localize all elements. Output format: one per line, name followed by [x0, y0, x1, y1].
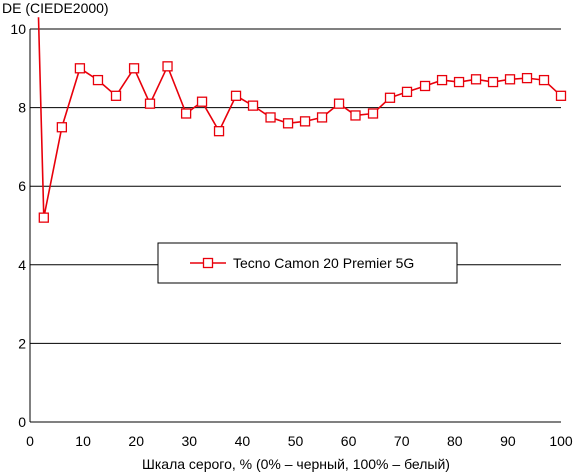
series-group: [37, 17, 567, 223]
data-point-marker: [38, 212, 49, 223]
data-point-marker: [213, 126, 225, 137]
y-tick-labels: 0 2 4 6 8 10: [10, 21, 26, 430]
x-tick-label: 0: [26, 433, 34, 449]
legend-label: Tecno Camon 20 Premier 5G: [233, 255, 414, 271]
data-point-marker: [333, 98, 345, 109]
data-point-marker: [56, 122, 68, 133]
y-axis-title: DE (CIEDE2000): [2, 0, 109, 16]
data-point-marker: [230, 90, 242, 101]
y-tick-label: 4: [18, 257, 26, 273]
data-point-marker: [521, 72, 533, 84]
x-tick-label: 100: [549, 433, 573, 449]
data-point-marker: [538, 74, 550, 86]
data-point-marker: [487, 76, 499, 88]
axes: [29, 29, 561, 423]
x-tick-label: 40: [235, 433, 251, 449]
x-tick-label: 90: [500, 433, 516, 449]
data-point-marker: [350, 110, 361, 121]
series-line: [37, 17, 562, 218]
x-tick-label: 30: [182, 433, 198, 449]
y-tick-label: 6: [18, 178, 26, 194]
legend: Tecno Camon 20 Premier 5G: [157, 242, 458, 284]
data-point-marker: [196, 96, 208, 107]
data-point-marker: [436, 74, 448, 86]
data-point-marker: [367, 108, 379, 119]
data-point-marker: [74, 63, 86, 74]
y-tick-label: 8: [18, 100, 26, 116]
data-point-marker: [128, 63, 140, 74]
data-point-marker: [247, 100, 259, 111]
data-point-marker: [299, 116, 311, 127]
y-tick-label: 2: [18, 335, 26, 351]
data-point-marker: [110, 90, 122, 101]
x-tick-label: 10: [75, 433, 91, 449]
data-point-marker: [162, 61, 173, 72]
data-point-marker: [453, 76, 465, 88]
data-point-marker: [180, 108, 192, 119]
grid: [30, 28, 561, 344]
data-point-marker: [316, 112, 328, 123]
data-point-marker: [384, 92, 396, 103]
x-axis-title: Шкала серого, % (0% – черный, 100% – бел…: [142, 456, 450, 472]
legend-box: [157, 242, 458, 284]
data-point-marker: [92, 74, 104, 86]
data-point-marker: [282, 118, 294, 129]
x-tick-label: 20: [128, 433, 144, 449]
data-point-marker: [265, 112, 276, 123]
x-tick-label: 50: [288, 433, 304, 449]
y-tick-label: 0: [18, 414, 26, 430]
x-tick-label: 80: [447, 433, 463, 449]
x-tick-label: 70: [394, 433, 410, 449]
data-point-marker: [144, 98, 156, 109]
y-tick-label: 10: [10, 21, 26, 37]
data-point-marker: [419, 80, 431, 92]
data-point-marker: [401, 86, 413, 98]
x-tick-label: 60: [341, 433, 357, 449]
data-point-marker: [470, 74, 482, 85]
legend-marker-swatch: [202, 257, 214, 269]
data-point-marker: [555, 90, 567, 101]
data-point-marker: [504, 74, 516, 85]
x-tick-labels: 0 10 20 30 40 50 60 70 80 90 100: [26, 433, 573, 449]
